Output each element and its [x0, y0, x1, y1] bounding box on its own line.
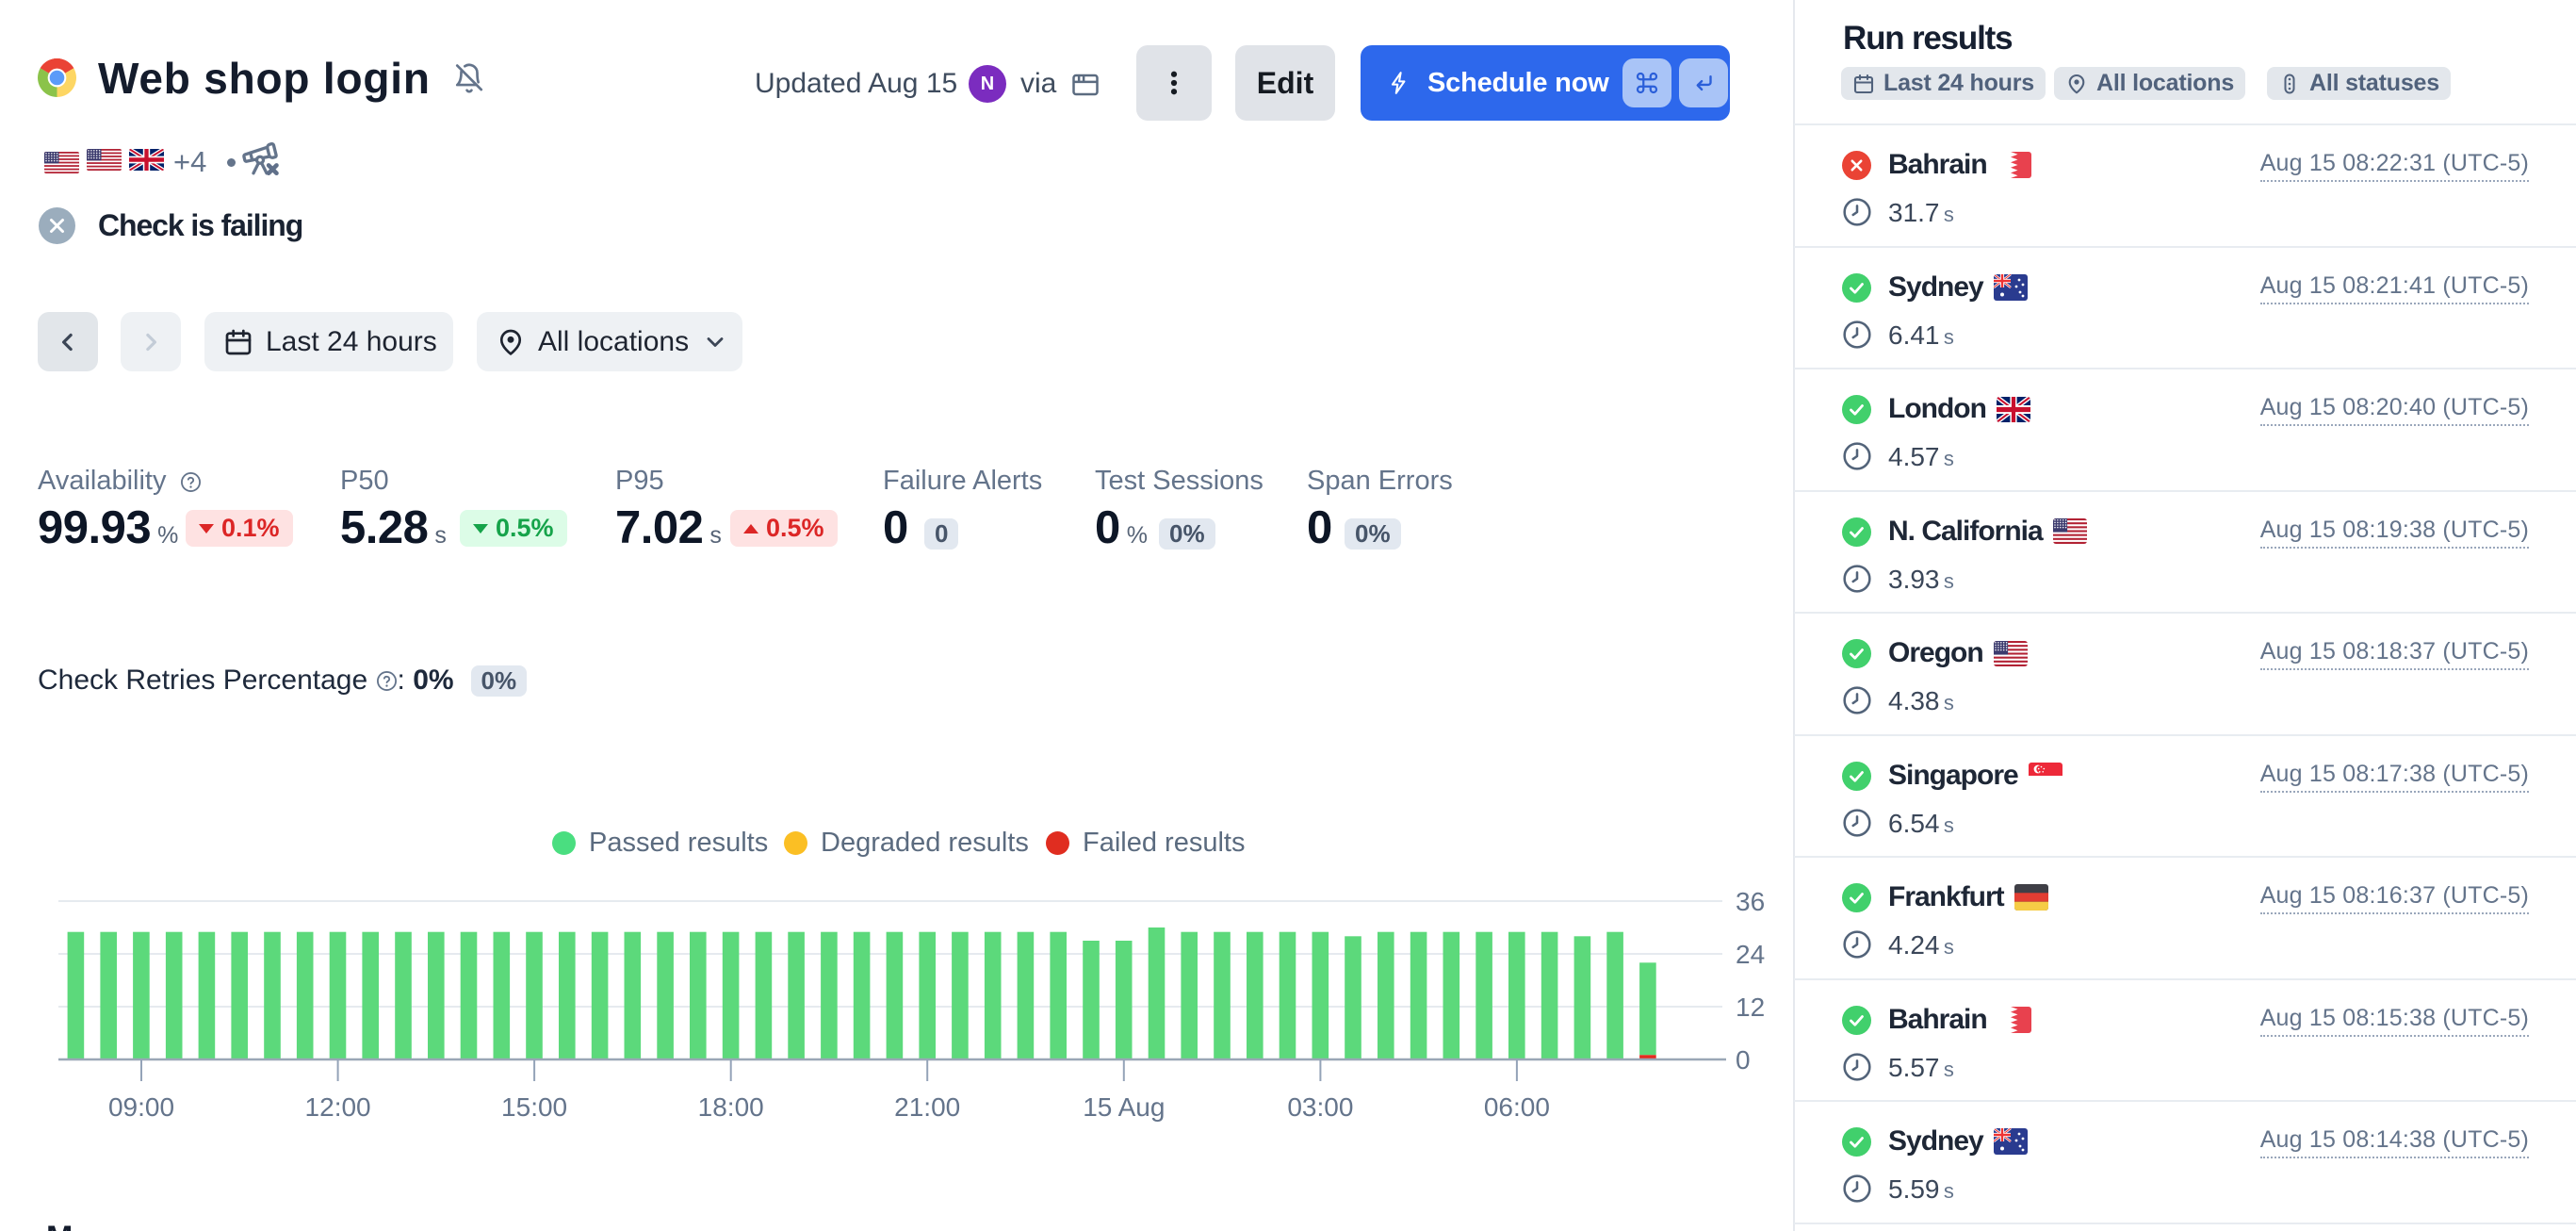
svg-text:12:00: 12:00 [305, 1092, 371, 1122]
svg-text:36: 36 [1736, 887, 1765, 916]
svg-text:24: 24 [1736, 940, 1765, 969]
svg-text:09:00: 09:00 [108, 1092, 174, 1122]
svg-text:15 Aug: 15 Aug [1083, 1092, 1165, 1122]
svg-text:18:00: 18:00 [698, 1092, 764, 1122]
svg-text:0: 0 [1736, 1045, 1751, 1075]
svg-text:15:00: 15:00 [501, 1092, 567, 1122]
svg-text:12: 12 [1736, 993, 1765, 1022]
svg-text:03:00: 03:00 [1287, 1092, 1353, 1122]
svg-text:21:00: 21:00 [894, 1092, 960, 1122]
svg-text:06:00: 06:00 [1484, 1092, 1550, 1122]
